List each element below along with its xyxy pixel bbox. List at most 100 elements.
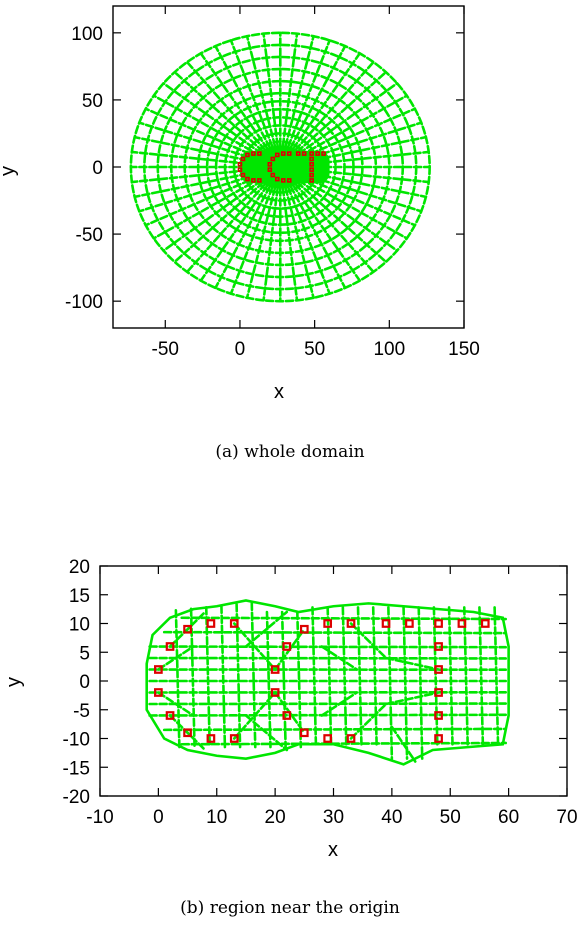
sensor-point	[270, 156, 276, 162]
mesh-line-diag	[157, 645, 195, 671]
mesh-line-diag	[157, 691, 195, 717]
chart-a-caption: (a) whole domain	[215, 442, 364, 462]
sensor-point	[295, 151, 301, 156]
sensor-point	[321, 151, 326, 156]
mesh-line-v	[462, 606, 470, 749]
mesh-line-v	[311, 606, 318, 749]
mesh-line-v	[204, 605, 212, 749]
sensor-point	[154, 665, 163, 674]
mesh-line-v	[432, 606, 439, 749]
mesh-line-diag	[168, 714, 207, 752]
sensor-point	[251, 151, 256, 156]
sensor-point	[240, 156, 246, 162]
mesh-line-h	[162, 630, 508, 635]
x-tick-label: 10	[206, 807, 227, 828]
mesh-spoke	[289, 185, 347, 290]
mesh-spoke	[133, 135, 259, 164]
mesh-spoke	[185, 182, 267, 274]
y-tick-label: -100	[65, 292, 103, 313]
y-tick-label: 100	[71, 24, 103, 45]
y-tick-label: 15	[69, 586, 90, 607]
y-tick-label: 0	[79, 672, 90, 693]
sensor-point	[274, 152, 280, 158]
mesh-line-diag	[244, 714, 289, 752]
sensor-point	[346, 619, 356, 628]
mesh-line-v	[371, 606, 378, 749]
sensor-point	[240, 172, 246, 178]
sensor-point	[257, 178, 262, 183]
sensor-point	[154, 688, 163, 697]
mesh-line-diag	[320, 645, 359, 671]
mesh-spoke	[284, 34, 315, 148]
mesh-line-v	[417, 606, 424, 760]
mesh-line-v	[447, 606, 454, 749]
mesh-spoke	[297, 82, 399, 155]
mesh-spoke	[144, 107, 261, 159]
y-tick-label: 20	[69, 557, 90, 578]
x-tick-label: 20	[265, 807, 286, 828]
y-tick-label: 0	[92, 158, 103, 179]
sensor-point	[323, 619, 333, 628]
mesh-line-v	[478, 606, 485, 749]
mesh-line-diag	[384, 691, 440, 706]
chart-a-mesh	[129, 31, 431, 303]
sensor-point	[251, 178, 256, 183]
mesh-line-v	[280, 610, 287, 749]
sensor-point	[280, 151, 286, 156]
x-tick-label: -50	[152, 339, 179, 360]
sensor-point	[309, 156, 314, 162]
sensor-point	[457, 619, 467, 628]
chart-a-xlabel: x	[274, 381, 284, 403]
chart-b-xlabel: x	[328, 839, 338, 861]
mesh-line-diag	[168, 610, 207, 648]
mesh-line-diag	[320, 691, 359, 717]
x-tick-label: 150	[448, 339, 480, 360]
sensor-point	[434, 688, 443, 697]
sensor-point	[315, 151, 320, 156]
y-tick-label: 5	[79, 643, 90, 664]
mesh-spoke	[291, 52, 362, 151]
mesh-ring	[156, 55, 405, 279]
mesh-line-diag	[390, 725, 417, 763]
mesh-spoke	[162, 82, 263, 155]
y-tick-label: 50	[82, 91, 103, 112]
sensor-point	[183, 728, 192, 738]
sensor-point	[282, 711, 292, 720]
sensor-point	[270, 688, 280, 697]
sensor-point	[286, 178, 292, 183]
y-tick-label: -15	[63, 758, 90, 779]
sensor-point	[237, 167, 243, 172]
mesh-line-diag	[244, 610, 289, 648]
sensor-point	[165, 711, 175, 720]
sensor-point	[165, 642, 175, 651]
x-tick-label: 50	[304, 339, 325, 360]
mesh-spoke	[293, 182, 375, 274]
mesh-spoke	[138, 121, 260, 162]
mesh-spoke	[185, 60, 267, 152]
sensor-point	[270, 172, 276, 178]
mesh-spoke	[152, 177, 262, 240]
mesh-spoke	[286, 39, 331, 149]
sensor-point	[323, 734, 333, 743]
sensor-point	[299, 728, 309, 738]
sensor-point	[381, 619, 391, 628]
sensor-point	[309, 172, 314, 178]
chart-b-caption: (b) region near the origin	[180, 898, 400, 918]
chart-b-x-ticks: -10 0 10 20 30 40 50 60 70	[86, 566, 578, 828]
sensor-point	[257, 151, 262, 156]
y-tick-label: -5	[73, 701, 90, 722]
sensor-point	[206, 734, 216, 743]
mesh-spoke	[289, 44, 347, 149]
sensor-point	[480, 619, 490, 628]
sensor-point	[274, 176, 280, 182]
sensor-point	[245, 152, 250, 158]
mesh-spoke	[295, 70, 388, 154]
sensor-point	[434, 734, 443, 743]
mesh-line-v	[387, 606, 394, 760]
sensor-point	[183, 624, 192, 634]
x-tick-label: -10	[86, 807, 113, 828]
chart-b-y-ticks: -20 -15 -10 -5 0 5 10 15 20	[63, 557, 567, 808]
mesh-spoke	[130, 150, 258, 166]
mesh-line-v	[402, 606, 409, 760]
sensor-point	[237, 162, 243, 167]
